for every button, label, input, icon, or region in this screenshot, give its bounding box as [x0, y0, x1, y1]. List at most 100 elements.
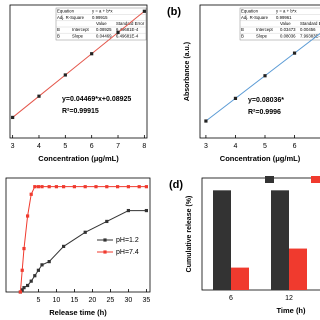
table-cell: y = a + b*x	[276, 9, 297, 14]
table-cell: 0.00456	[300, 27, 316, 32]
table-cell: B	[57, 33, 60, 38]
table-cell: B	[241, 27, 244, 32]
table-cell: Adj. R-Square	[57, 15, 85, 20]
x-tick-label: 6	[229, 295, 233, 302]
legend-marker	[103, 238, 107, 242]
x-tick-label: 5	[36, 297, 40, 304]
y-axis-label: Cumulative release (%)	[186, 196, 193, 273]
data-point	[47, 185, 51, 189]
data-point	[62, 244, 66, 248]
table-cell: Intercept	[72, 27, 90, 32]
data-point	[29, 279, 33, 283]
data-point	[263, 74, 267, 78]
series-line	[12, 10, 145, 118]
data-point	[233, 96, 238, 100]
data-point	[37, 94, 41, 98]
table-cell: 6.49681E-4	[116, 27, 139, 32]
data-point	[33, 274, 37, 278]
data-point	[26, 283, 30, 288]
plot-frame	[5, 177, 151, 293]
data-point	[142, 9, 146, 13]
table-cell: 6.49681E-4	[116, 33, 139, 38]
x-tick-label: 5	[63, 143, 67, 150]
data-point	[116, 30, 120, 35]
data-point	[204, 119, 208, 123]
legend-swatch	[265, 176, 274, 183]
data-point	[83, 185, 87, 189]
data-point	[126, 185, 130, 189]
table-cell: 0.99961	[276, 15, 292, 20]
legend-marker	[103, 250, 107, 254]
annotation: y=0.04469*x+0.08925	[62, 96, 131, 103]
data-point	[47, 260, 51, 264]
x-tick-label: 3	[204, 143, 208, 150]
x-tick-label: 25	[107, 297, 115, 304]
inset-table	[55, 7, 147, 41]
table-cell: 0.04469	[96, 33, 112, 38]
data-point	[137, 185, 141, 189]
annotation: y=0.08036*	[248, 97, 284, 104]
data-point	[90, 52, 94, 56]
data-point	[18, 290, 22, 294]
table-cell: Intercept	[256, 27, 274, 32]
panel-label: (b)	[167, 6, 181, 18]
y-axis-label: Absorbance (a.u.)	[184, 42, 191, 101]
annotation: R²=0.9996	[248, 109, 281, 116]
series-line	[205, 32, 320, 122]
data-point	[40, 263, 44, 267]
x-tick-label: 4	[37, 143, 41, 150]
inset-table	[239, 7, 320, 41]
data-point	[116, 185, 120, 189]
table-cell: Equation	[57, 9, 75, 14]
x-tick-label: 6	[90, 143, 94, 150]
x-axis-label: Time (h)	[276, 306, 306, 315]
data-point	[29, 192, 33, 196]
x-tick-label: 35	[143, 297, 151, 304]
data-point	[22, 246, 26, 251]
x-tick-label: 8	[142, 143, 146, 150]
data-point	[105, 185, 109, 189]
plot-frame	[9, 4, 148, 139]
x-tick-label: 20	[89, 297, 97, 304]
data-point	[94, 185, 98, 189]
bar	[289, 248, 307, 290]
x-tick-label: 6	[293, 143, 297, 150]
data-point	[54, 185, 58, 189]
x-axis-label: Concentration (μg/mL)	[38, 154, 119, 163]
legend-label: pH=7.4	[116, 249, 139, 256]
x-tick-label: 30	[125, 297, 133, 304]
data-point	[36, 185, 40, 189]
table-cell: 0.08036	[280, 33, 296, 38]
table-cell: Adj. R-Square	[241, 15, 269, 20]
data-point	[20, 268, 24, 272]
data-point	[63, 73, 67, 77]
data-point	[26, 214, 30, 218]
panel-label: (d)	[169, 179, 183, 191]
table-cell: B	[241, 33, 244, 38]
data-point	[62, 185, 66, 189]
bar	[213, 190, 231, 290]
legend-swatch	[311, 176, 320, 183]
table-cell: Slope	[256, 33, 268, 38]
x-tick-label: 5	[263, 143, 267, 150]
x-tick-label: 4	[234, 143, 238, 150]
data-point	[144, 208, 148, 213]
table-cell: 0.03473	[280, 27, 296, 32]
data-point	[105, 219, 109, 224]
annotation: R²=0.99915	[62, 108, 99, 115]
bar	[231, 267, 249, 290]
table-cell: Value	[96, 21, 107, 26]
table-cell: 7.99383E-4	[300, 33, 320, 38]
bar	[271, 190, 289, 290]
x-axis-label: Concentration (μg/mL)	[220, 154, 301, 163]
table-cell: y = a + b*x	[92, 9, 113, 14]
x-axis-label: Release time (h)	[49, 308, 107, 317]
table-cell: 0.08925	[96, 27, 112, 32]
data-point	[126, 208, 130, 213]
data-point	[33, 185, 37, 189]
data-point	[40, 185, 44, 189]
data-point	[36, 268, 40, 272]
x-tick-label: 15	[71, 297, 79, 304]
